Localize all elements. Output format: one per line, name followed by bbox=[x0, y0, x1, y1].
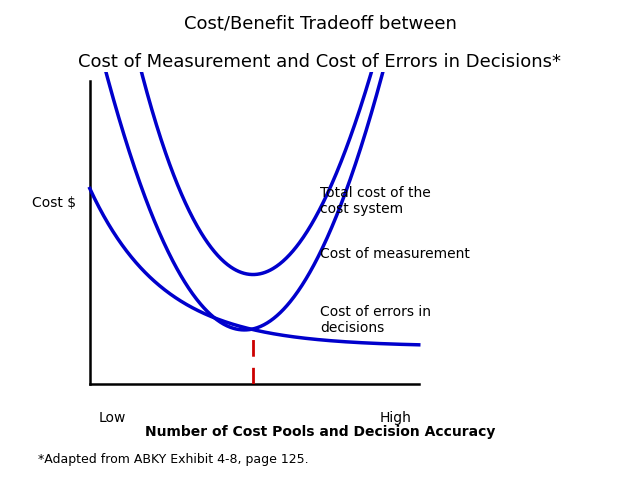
Text: Cost of Measurement and Cost of Errors in Decisions*: Cost of Measurement and Cost of Errors i… bbox=[79, 53, 561, 71]
Text: Total cost of the
cost system: Total cost of the cost system bbox=[320, 186, 431, 216]
Text: High: High bbox=[380, 411, 412, 425]
Text: Number of Cost Pools and Decision Accuracy: Number of Cost Pools and Decision Accura… bbox=[145, 425, 495, 439]
Text: Cost/Benefit Tradeoff between: Cost/Benefit Tradeoff between bbox=[184, 14, 456, 33]
Text: Low: Low bbox=[99, 411, 127, 425]
Text: Cost $: Cost $ bbox=[33, 196, 77, 210]
Text: *Adapted from ABKY Exhibit 4-8, page 125.: *Adapted from ABKY Exhibit 4-8, page 125… bbox=[38, 453, 309, 466]
Text: Cost of measurement: Cost of measurement bbox=[320, 247, 470, 261]
Text: Cost of errors in
decisions: Cost of errors in decisions bbox=[320, 305, 431, 335]
